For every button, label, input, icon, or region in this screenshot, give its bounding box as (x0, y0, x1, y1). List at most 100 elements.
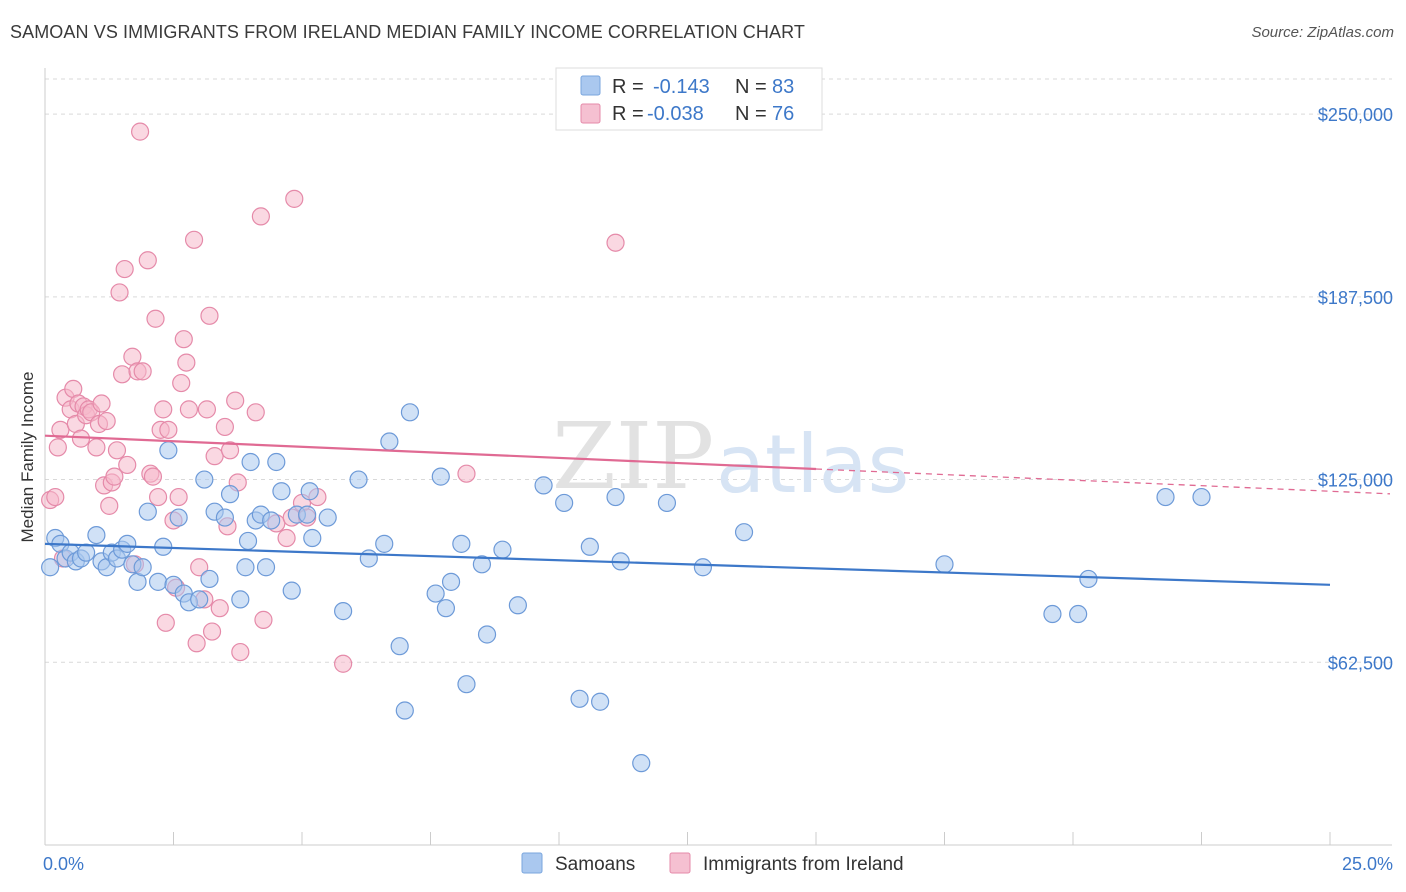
samoans-point (238, 531, 258, 551)
ireland-point (105, 467, 124, 486)
samoans-point (441, 572, 461, 591)
samoans-point (606, 487, 625, 507)
samoans-point (436, 599, 456, 618)
ireland-trend-line (44, 434, 817, 471)
samoans-point (262, 511, 281, 530)
ireland-point (197, 400, 217, 419)
legend-swatch-ireland (580, 103, 601, 124)
y-tick-label: $250,000 (1318, 105, 1393, 125)
y-tick-label: $62,500 (1328, 653, 1393, 673)
samoans-point (267, 452, 286, 472)
watermark-zip: ZIP (552, 403, 714, 510)
samoans-point (118, 534, 137, 553)
samoans-point (555, 493, 574, 513)
ireland-point (190, 558, 209, 577)
samoans-point (256, 558, 276, 577)
samoans-point (1192, 487, 1211, 507)
samoans-point (508, 596, 527, 615)
watermark-atlas: atlas (716, 418, 909, 511)
ireland-point (174, 330, 193, 349)
correlation-legend: R = -0.143 N = 83 R = -0.038 N = 76 (555, 67, 823, 131)
series-legend: Samoans Immigrants from Ireland (521, 852, 904, 875)
samoans-point (431, 467, 450, 486)
ireland-point (215, 417, 234, 437)
samoans-point (935, 555, 954, 574)
samoans-point (190, 590, 209, 609)
samoans-point (334, 602, 353, 621)
samoans-point (77, 543, 96, 562)
ireland-point (210, 599, 229, 618)
samoans-point (395, 701, 414, 720)
bottom-legend-swatch-samoans (521, 852, 543, 874)
legend-r-label-1: R = (612, 76, 644, 98)
samoans-point (632, 754, 651, 773)
ireland-point (159, 420, 178, 439)
ireland-point (246, 403, 265, 422)
ireland-point (48, 438, 67, 457)
samoans-point (380, 432, 399, 451)
legend-r-value-1: -0.143 (653, 76, 710, 98)
y-tick-label: $125,000 (1318, 471, 1393, 491)
chart-title: SAMOAN VS IMMIGRANTS FROM IRELAND MEDIAN… (10, 22, 805, 42)
ireland-point (172, 373, 191, 393)
ireland-point (205, 447, 224, 466)
ireland-point (130, 122, 150, 141)
ireland-point (277, 528, 296, 548)
samoans-point (133, 558, 152, 577)
ireland-point (177, 353, 196, 372)
axes (44, 68, 1392, 846)
legend-n-value-2: 76 (772, 103, 794, 125)
legend-n-label-2: N = (735, 103, 767, 125)
ireland-point (133, 362, 152, 381)
ireland-point (71, 429, 91, 448)
samoans-point (400, 403, 420, 422)
samoans-point (493, 540, 512, 559)
samoans-point (215, 508, 234, 527)
samoans-point (195, 470, 214, 489)
samoans-point (534, 476, 553, 495)
y-tick-labels: $62,500 $125,000 $187,500 $250,000 (1318, 105, 1393, 673)
legend-n-value-1: 83 (772, 76, 794, 98)
samoans-point (220, 485, 240, 504)
samoans-point (457, 675, 476, 694)
bottom-legend-ireland: Immigrants from Ireland (703, 854, 904, 875)
ireland-point (87, 438, 106, 457)
ireland-point (251, 207, 270, 226)
samoans-point (693, 558, 713, 577)
samoans-point (734, 523, 754, 542)
samoans-point (472, 555, 491, 574)
samoans-point (375, 534, 394, 553)
legend-n-label-1: N = (735, 76, 767, 98)
x-tick-label-min: 0.0% (43, 854, 84, 874)
ireland-point (334, 654, 353, 673)
ireland-point (46, 487, 65, 507)
ireland-point (92, 394, 111, 413)
trend-lines (44, 434, 1391, 586)
samoans-point (1069, 604, 1088, 624)
samoans-point (148, 572, 168, 591)
samoans-point (236, 558, 255, 577)
samoans-point (591, 692, 610, 711)
samoans-point (349, 470, 368, 489)
samoans-point (580, 537, 599, 556)
legend-r-label-2: R = (612, 103, 644, 125)
ireland-point (187, 634, 206, 653)
samoans-point (303, 528, 322, 548)
samoans-point (169, 508, 188, 527)
ireland-point (146, 309, 165, 328)
samoans-point (390, 637, 409, 656)
ireland-point (457, 464, 476, 483)
samoans-point (87, 525, 106, 545)
samoans-point (1156, 487, 1175, 507)
ireland-point (179, 400, 199, 419)
bottom-legend-swatch-ireland (669, 852, 691, 874)
ireland-trend-line-extrapolated (815, 468, 1391, 495)
samoans-point (241, 452, 260, 472)
ireland-point (107, 441, 127, 460)
series-immigrants-from-ireland (41, 122, 625, 673)
ireland-point (138, 251, 157, 270)
samoans-point (272, 482, 291, 501)
ireland-point (169, 487, 188, 507)
ireland-point (200, 306, 219, 325)
